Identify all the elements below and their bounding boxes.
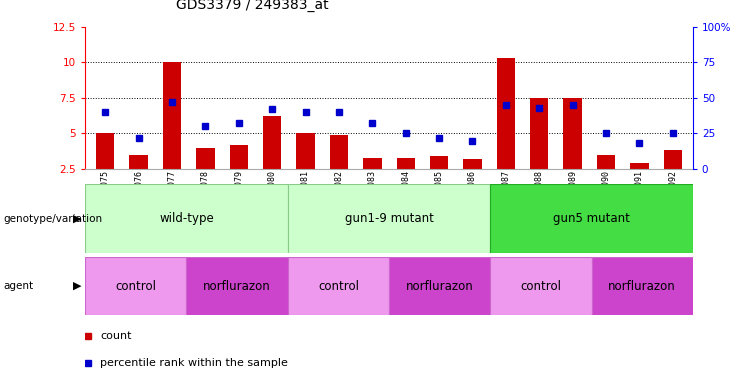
Bar	[330, 135, 348, 169]
Bar	[496, 58, 515, 169]
Bar	[163, 62, 182, 169]
Bar	[288, 257, 389, 315]
Bar	[664, 151, 682, 169]
Text: agent: agent	[4, 281, 34, 291]
Bar	[530, 98, 548, 169]
Bar	[591, 257, 693, 315]
Bar	[491, 184, 693, 253]
Bar	[430, 156, 448, 169]
Bar	[96, 134, 114, 169]
Text: genotype/variation: genotype/variation	[4, 214, 103, 224]
Bar	[196, 147, 215, 169]
Bar	[597, 155, 615, 169]
Text: control: control	[116, 280, 156, 293]
Text: GDS3379 / 249383_at: GDS3379 / 249383_at	[176, 0, 329, 12]
Bar	[631, 163, 648, 169]
Bar	[363, 157, 382, 169]
Text: ▶: ▶	[73, 281, 82, 291]
Bar	[230, 145, 248, 169]
Bar	[288, 184, 491, 253]
Text: norflurazon: norflurazon	[203, 280, 271, 293]
Bar	[85, 184, 288, 253]
Text: gun1-9 mutant: gun1-9 mutant	[345, 212, 433, 225]
Bar	[563, 98, 582, 169]
Text: ▶: ▶	[73, 214, 82, 224]
Bar	[396, 157, 415, 169]
Text: count: count	[101, 331, 132, 341]
Bar	[389, 257, 491, 315]
Text: gun5 mutant: gun5 mutant	[553, 212, 630, 225]
Text: norflurazon: norflurazon	[406, 280, 473, 293]
Text: norflurazon: norflurazon	[608, 280, 676, 293]
Bar	[491, 257, 591, 315]
Bar	[463, 159, 482, 169]
Text: control: control	[520, 280, 562, 293]
Bar	[85, 257, 187, 315]
Bar	[187, 257, 288, 315]
Bar	[263, 116, 282, 169]
Text: wild-type: wild-type	[159, 212, 214, 225]
Text: percentile rank within the sample: percentile rank within the sample	[101, 358, 288, 368]
Bar	[130, 155, 147, 169]
Bar	[296, 134, 315, 169]
Text: control: control	[318, 280, 359, 293]
